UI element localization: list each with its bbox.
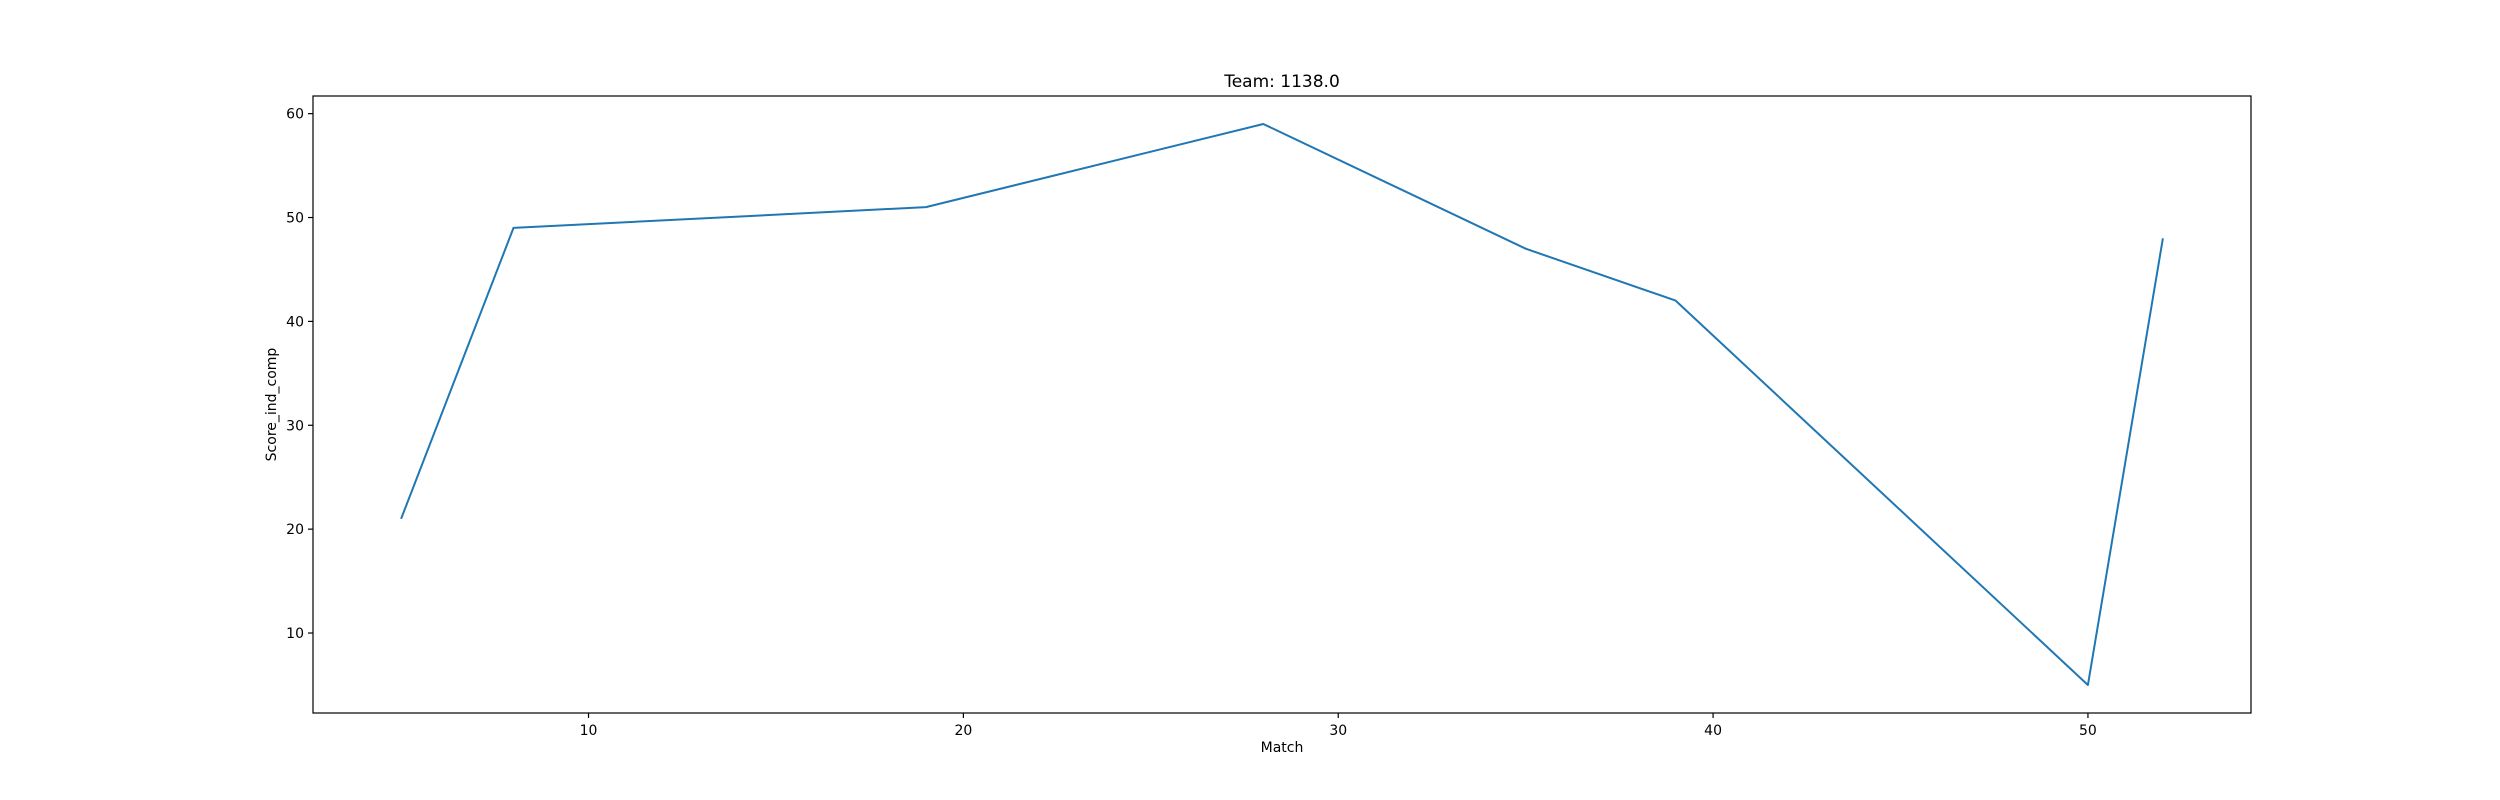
x-tick-label: 30 bbox=[1329, 723, 1347, 739]
x-tick-label: 20 bbox=[954, 723, 972, 739]
x-axis: 10 20 30 40 50 bbox=[580, 713, 2097, 739]
series-layer bbox=[400, 123, 2164, 686]
y-tick-label: 20 bbox=[286, 522, 304, 538]
y-tick-label: 40 bbox=[286, 314, 304, 330]
y-tick-label: 10 bbox=[286, 626, 304, 642]
y-tick-label: 50 bbox=[286, 211, 304, 227]
x-axis-label: Match bbox=[1261, 740, 1304, 756]
plot-area bbox=[312, 95, 2252, 714]
chart-title: Team: 1138.0 bbox=[1223, 72, 1340, 92]
y-tick-label: 30 bbox=[286, 418, 304, 434]
x-tick-label: 10 bbox=[580, 723, 598, 739]
x-tick-label: 40 bbox=[1704, 723, 1722, 739]
x-tick-label: 50 bbox=[2079, 723, 2097, 739]
y-tick-label: 60 bbox=[286, 107, 304, 123]
series-line-0 bbox=[400, 123, 2164, 686]
y-axis-label: Score_ind_comp bbox=[264, 348, 280, 462]
y-axis: 10 20 30 40 50 60 bbox=[286, 107, 313, 642]
